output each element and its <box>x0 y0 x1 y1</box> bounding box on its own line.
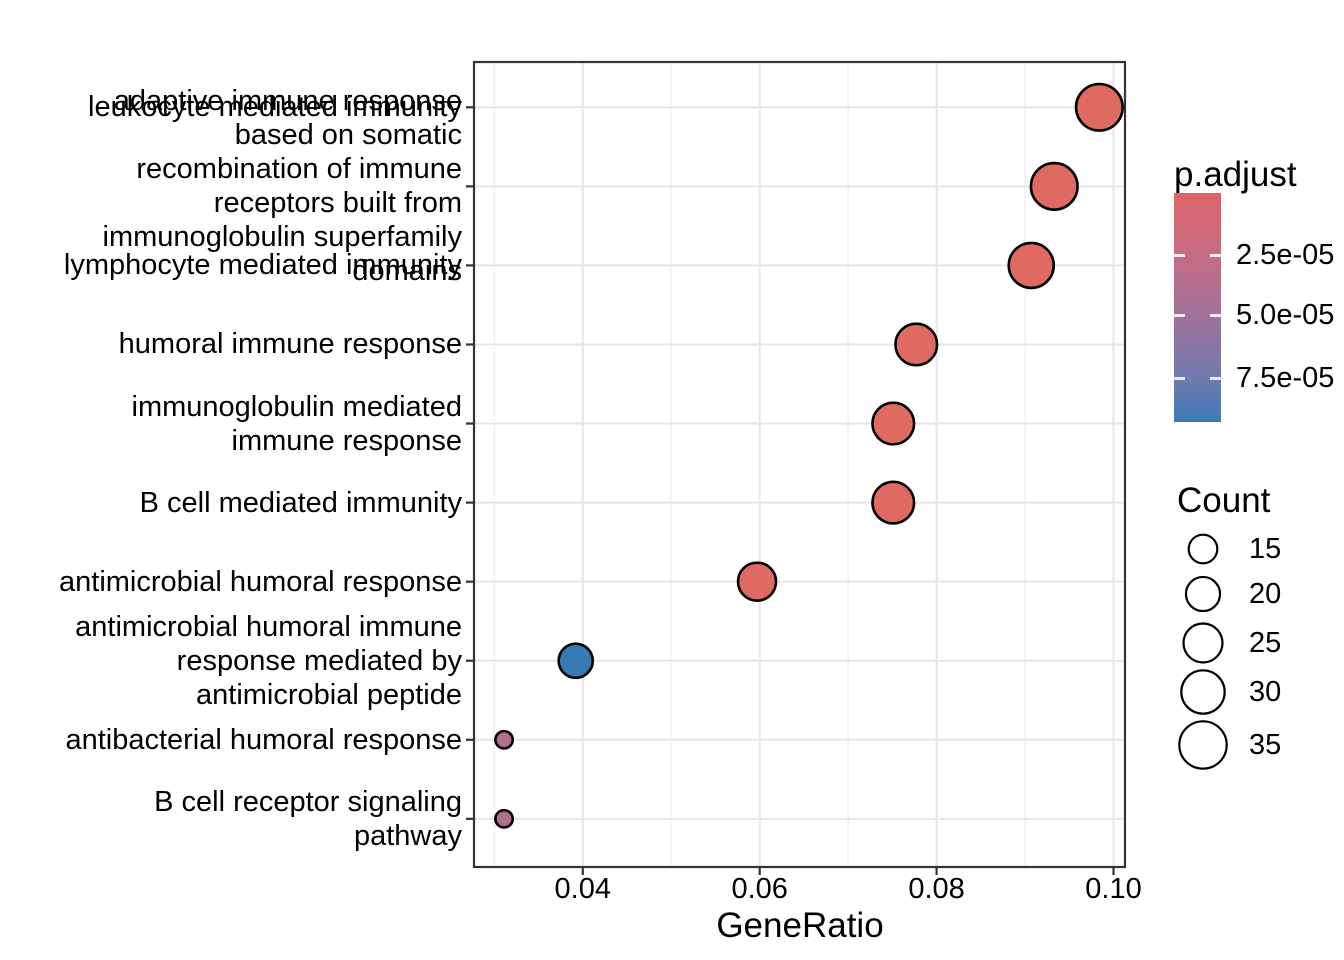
x-tick-label: 0.10 <box>1085 873 1142 905</box>
x-tick-label: 0.06 <box>731 873 788 905</box>
size-legend-label: 35 <box>1249 729 1282 761</box>
y-axis-label: humoral immune response <box>0 327 462 361</box>
color-legend-gradient-bar <box>1174 193 1221 422</box>
y-axis-label: antibacterial humoral response <box>0 723 462 757</box>
y-axis-label-line: based on somatic <box>234 119 462 152</box>
data-point <box>494 729 515 750</box>
color-legend-tick-label: 5.0e-05 <box>1236 299 1335 332</box>
y-axis-label: B cell mediated immunity <box>0 486 462 520</box>
y-axis-label-line: lymphocyte mediated immunity <box>63 249 462 282</box>
data-point <box>871 480 916 525</box>
y-axis-label-line: response mediated by <box>176 644 462 677</box>
data-point <box>736 561 778 602</box>
color-legend-tick-dash <box>1174 313 1185 317</box>
x-tick-label: 0.04 <box>554 873 611 905</box>
panel-border <box>472 60 1127 869</box>
y-axis-label-line: antibacterial humoral response <box>65 723 462 756</box>
y-axis-label-line: domains <box>352 255 462 288</box>
y-axis-label-line: pathway <box>353 819 462 852</box>
data-point <box>1029 161 1079 211</box>
color-legend-tick-label: 7.5e-05 <box>1236 362 1335 395</box>
y-axis-label-line: antimicrobial humoral response <box>59 565 462 598</box>
size-legend-label: 25 <box>1249 627 1282 659</box>
x-tick-label: 0.08 <box>908 873 965 905</box>
y-axis-label-line: recombination of immune <box>136 153 462 186</box>
y-axis-label-line: adaptive immune response <box>113 85 462 118</box>
color-legend-title: p.adjust <box>1174 155 1297 194</box>
y-axis-label-line: humoral immune response <box>118 328 462 361</box>
y-axis-label: lymphocyte mediated immunity <box>0 248 462 282</box>
y-axis-label-line: immunoglobulin superfamily <box>102 221 462 254</box>
size-legend-circle <box>1180 669 1226 715</box>
data-point <box>1074 82 1124 132</box>
size-legend-label: 30 <box>1249 676 1282 708</box>
size-legend-label: 20 <box>1249 578 1282 610</box>
y-axis-label: antimicrobial humoral immune response med… <box>0 610 462 712</box>
y-axis-label-line: antimicrobial humoral immune <box>75 610 462 643</box>
data-point <box>894 322 939 367</box>
y-axis-label: leukocyte mediated immunity <box>0 90 462 124</box>
size-legend-circle <box>1182 622 1224 664</box>
color-legend-tick-dash <box>1210 313 1221 317</box>
color-legend-tick-dash <box>1210 253 1221 257</box>
data-point <box>1007 241 1056 290</box>
y-axis-label: antimicrobial humoral response <box>0 565 462 599</box>
color-legend-tick-dash <box>1210 376 1221 380</box>
y-axis-label: adaptive immune response based on somatic… <box>0 84 462 288</box>
size-legend-circle <box>1184 575 1222 613</box>
y-axis-label-line: antimicrobial peptide <box>196 678 462 711</box>
y-axis-label-line: B cell receptor signaling <box>154 785 462 818</box>
y-axis-label-line: receptors built from <box>213 187 462 220</box>
y-axis-label-line: leukocyte mediated immunity <box>88 91 462 124</box>
size-legend-circle <box>1178 720 1228 770</box>
x-axis-title: GeneRatio <box>716 906 884 945</box>
y-axis-label-line: B cell mediated immunity <box>139 486 462 519</box>
data-point <box>557 642 595 680</box>
y-axis-label-line: immune response <box>231 424 463 457</box>
color-legend-tick-dash <box>1174 376 1185 380</box>
y-axis-label: immunoglobulin mediated immune response <box>0 390 462 458</box>
color-legend-tick-label: 2.5e-05 <box>1236 239 1335 272</box>
data-point <box>494 808 515 829</box>
data-point <box>871 401 916 446</box>
color-legend-tick-dash <box>1174 253 1185 257</box>
size-legend-circle <box>1187 533 1219 565</box>
y-axis-label: B cell receptor signaling pathway <box>0 785 462 853</box>
y-axis-label-line: immunoglobulin mediated <box>131 390 462 423</box>
size-legend-title: Count <box>1177 481 1271 520</box>
size-legend-label: 15 <box>1249 533 1282 565</box>
